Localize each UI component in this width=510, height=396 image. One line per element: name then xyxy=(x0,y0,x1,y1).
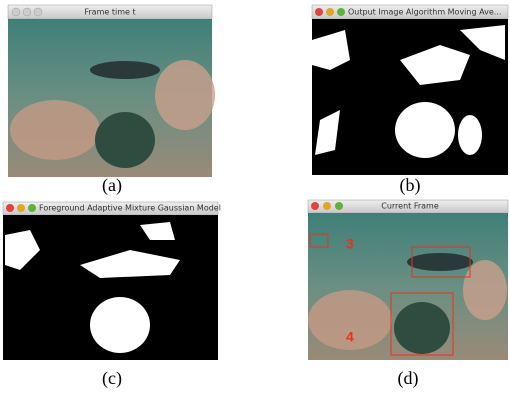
window-a: Frame time t xyxy=(8,5,215,177)
window-title: Output Image Algorithm Moving Ave... xyxy=(348,8,501,17)
window-d: Current Frame 3 4 xyxy=(308,200,508,360)
figure: Frame time t (a) Output Image Algorithm … xyxy=(0,0,510,396)
window-title: Current Frame xyxy=(381,202,439,211)
caption: (c) xyxy=(102,368,122,389)
caption: (b) xyxy=(400,175,421,196)
window-title: Frame time t xyxy=(84,8,135,17)
window-c: Foreground Adaptive Mixture Gaussian Mod… xyxy=(3,202,221,360)
caption: (a) xyxy=(102,175,122,196)
window-title: Foreground Adaptive Mixture Gaussian Mod… xyxy=(39,204,221,213)
caption: (d) xyxy=(398,368,419,389)
region-label: 3 xyxy=(346,236,354,252)
region-label: 4 xyxy=(346,329,354,345)
window-b: Output Image Algorithm Moving Ave... xyxy=(312,5,508,175)
